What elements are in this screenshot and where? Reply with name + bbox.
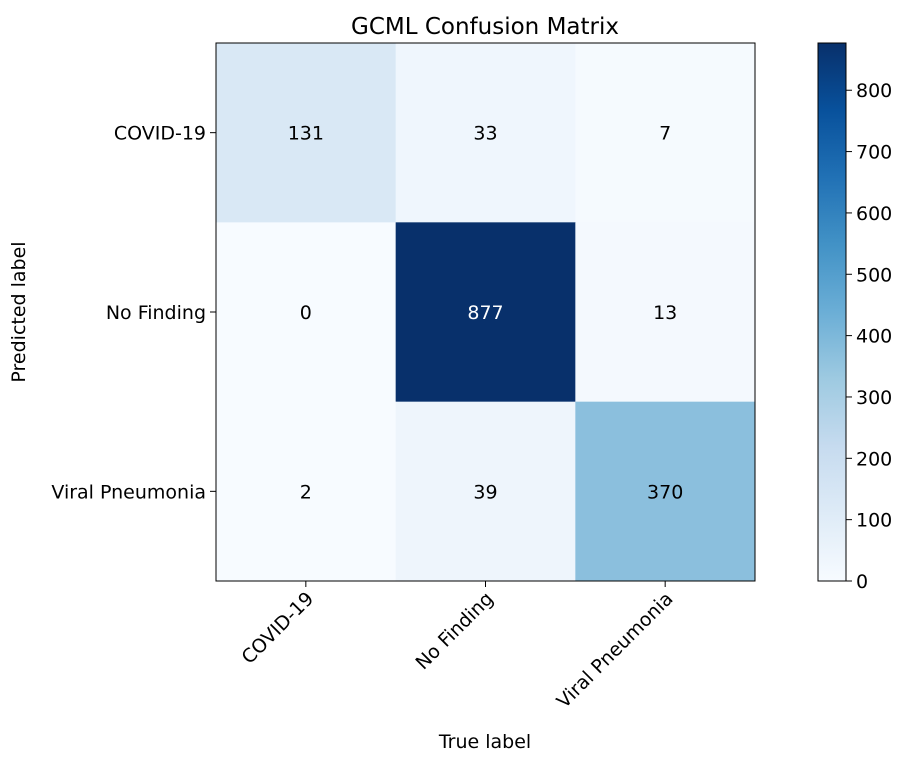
heatmap-cell xyxy=(395,43,576,223)
colorbar-tick-label: 700 xyxy=(856,142,892,164)
heatmap-cell xyxy=(216,401,397,582)
cell-value-labels: 131 33 7 0 877 13 2 39 370 xyxy=(288,123,684,504)
cell-value-label: 33 xyxy=(473,123,497,145)
colorbar-tick-label: 0 xyxy=(856,571,868,593)
colorbar-tick-label: 100 xyxy=(856,510,892,532)
y-axis-ticks: COVID-19 No Finding Viral Pneumonia xyxy=(51,123,216,503)
cell-value-label: 0 xyxy=(300,302,312,324)
chart-title: GCML Confusion Matrix xyxy=(351,14,619,40)
x-tick-label: COVID-19 xyxy=(237,588,318,669)
y-tick-label: Viral Pneumonia xyxy=(51,481,206,503)
cell-value-label: 7 xyxy=(659,123,671,145)
cell-value-label: 2 xyxy=(300,481,312,503)
colorbar-tick-label: 800 xyxy=(856,80,892,102)
cell-value-label: 39 xyxy=(473,481,497,503)
x-axis-ticks: COVID-19 No Finding Viral Pneumonia xyxy=(237,581,678,713)
heatmap-cell xyxy=(216,43,397,223)
y-tick-label: COVID-19 xyxy=(114,123,206,145)
heatmap-cell xyxy=(575,222,756,403)
cell-value-label: 13 xyxy=(653,302,677,324)
x-tick-label: Viral Pneumonia xyxy=(553,588,678,713)
x-axis-label: True label xyxy=(438,731,531,753)
y-axis-label: Predicted label xyxy=(8,241,30,382)
colorbar xyxy=(817,42,847,582)
colorbar-tick-label: 200 xyxy=(856,448,892,470)
x-tick-label: No Finding xyxy=(411,588,497,674)
cell-value-label: 131 xyxy=(288,123,324,145)
colorbar-ticks: 0 100 200 300 400 500 600 700 800 xyxy=(846,80,892,593)
heatmap-cell xyxy=(216,222,397,403)
cell-value-label: 877 xyxy=(467,302,503,324)
heatmap-cell xyxy=(575,401,756,582)
cell-value-label: 370 xyxy=(647,481,683,503)
y-tick-label: No Finding xyxy=(106,302,206,324)
heatmap-cell xyxy=(395,222,576,403)
colorbar-tick-label: 300 xyxy=(856,387,892,409)
heatmap-cell xyxy=(395,401,576,582)
colorbar-tick-label: 600 xyxy=(856,203,892,225)
colorbar-tick-label: 400 xyxy=(856,326,892,348)
heatmap-cells xyxy=(216,43,756,582)
colorbar-tick-label: 500 xyxy=(856,264,892,286)
heatmap-cell xyxy=(575,43,756,223)
